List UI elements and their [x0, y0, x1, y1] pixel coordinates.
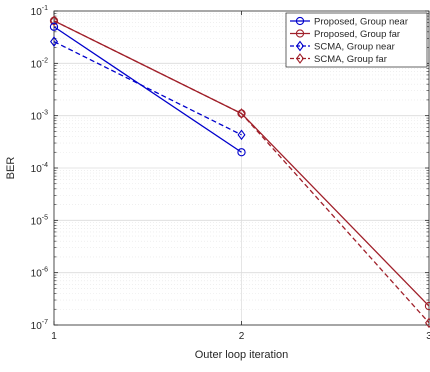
series-lines: [49, 15, 430, 329]
legend-marker: [295, 29, 305, 38]
data-point: [237, 148, 246, 157]
legend-label: SCMA, Group near: [314, 41, 395, 52]
data-point: [425, 317, 430, 329]
y-tick-label: 10-7: [31, 319, 48, 332]
x-axis-label: Outer loop iteration: [195, 349, 289, 361]
data-point: [50, 15, 58, 27]
y-tick-label: 10-2: [31, 57, 48, 70]
legend-label: Proposed, Group near: [314, 16, 408, 27]
x-tick-label: 2: [239, 331, 245, 342]
series-0: [49, 22, 246, 157]
legend-label: Proposed, Group far: [314, 29, 400, 40]
y-tick-label: 10-6: [31, 267, 48, 280]
data-point: [49, 22, 59, 31]
series-3: [50, 15, 430, 329]
series-line: [53, 26, 242, 153]
x-tick-label: 3: [426, 331, 430, 342]
y-tick-label: 10-1: [31, 5, 48, 18]
legend-label: SCMA, Group far: [314, 54, 387, 65]
series-line: [53, 20, 430, 324]
legend-marker: [295, 16, 305, 26]
data-point: [237, 129, 246, 141]
axis-ticks: 1 2 3 10-7 10-6 10-5 10-4 10-3 10-2 10-1: [31, 5, 430, 342]
data-point: [237, 108, 246, 119]
legend-marker: [296, 53, 304, 64]
y-tick-label: 10-5: [31, 214, 48, 227]
x-tick-label: 1: [51, 331, 57, 342]
data-point: [424, 301, 430, 311]
y-tick-label: 10-3: [31, 110, 48, 123]
series-line: [53, 41, 242, 136]
series-2: [50, 36, 246, 141]
data-point: [50, 36, 58, 47]
y-tick-label: 10-4: [31, 162, 48, 175]
legend-marker: [296, 40, 304, 52]
y-axis-label: BER: [5, 157, 17, 180]
